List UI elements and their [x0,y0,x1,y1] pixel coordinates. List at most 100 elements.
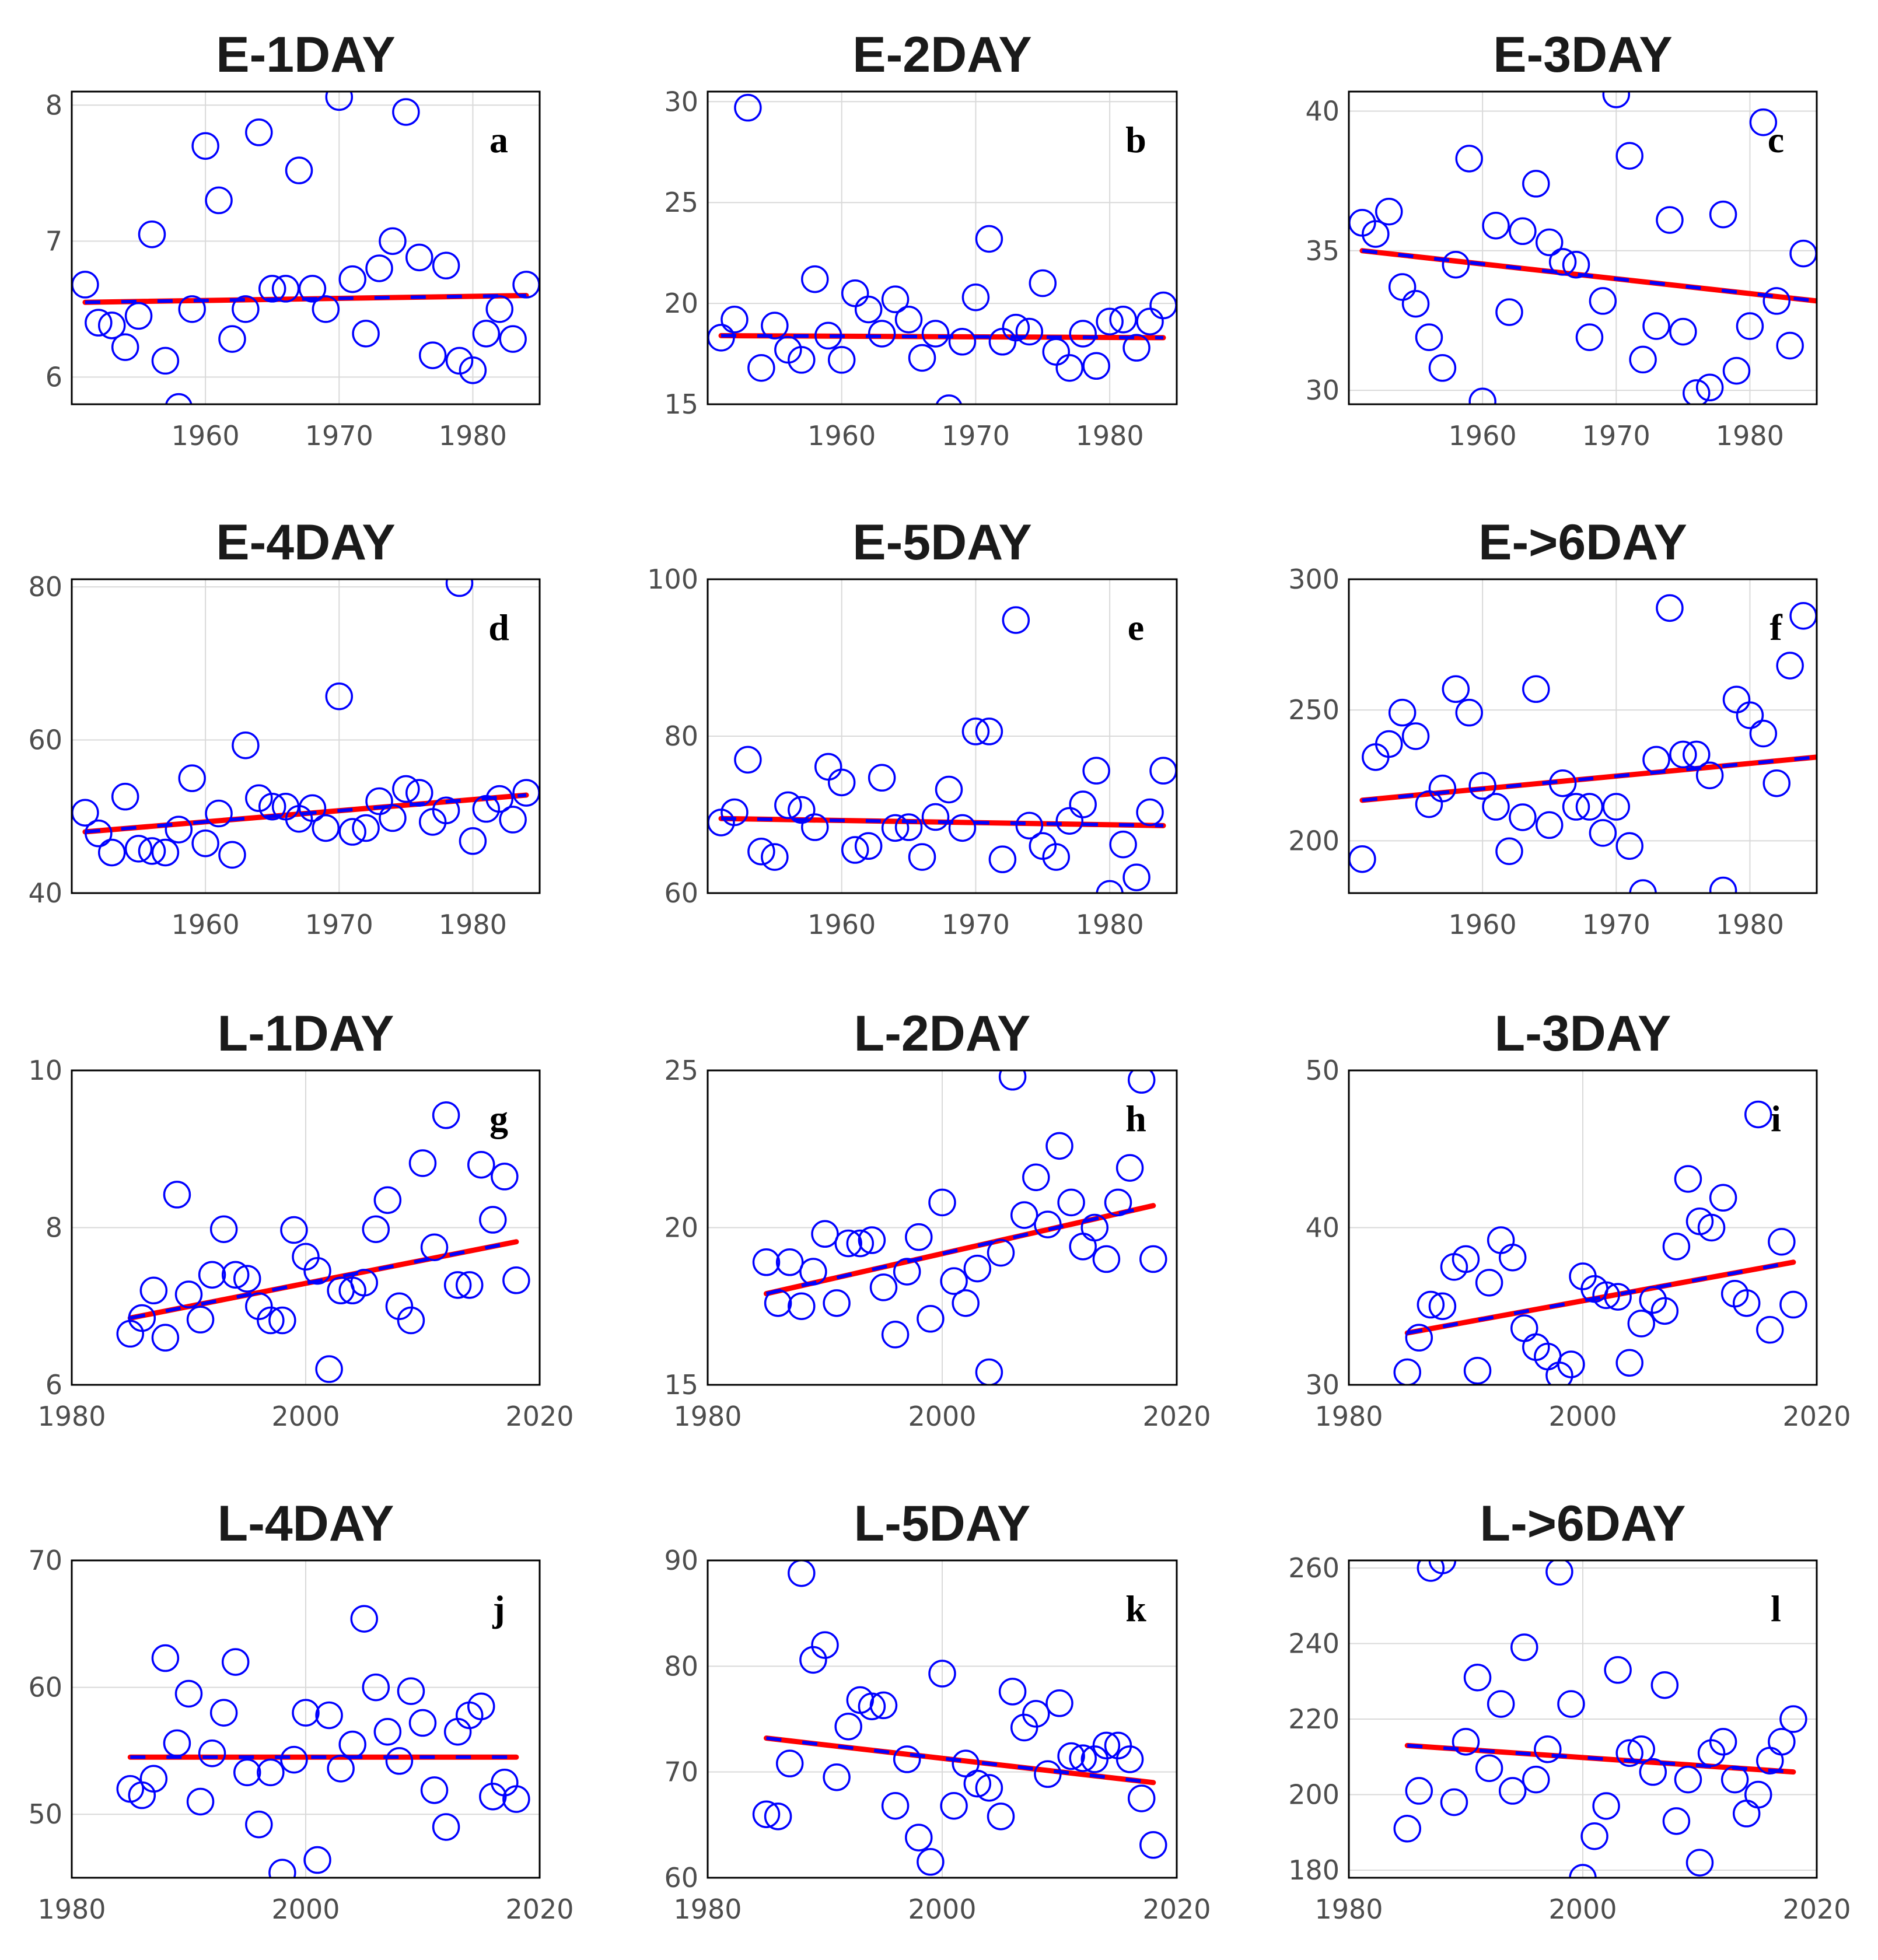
data-point [948,328,977,356]
y-tick-label: 80 [664,1650,698,1682]
data-point [1428,354,1457,382]
data-point [881,1321,910,1349]
y-tick-label: 6 [46,1369,62,1401]
data-point [459,827,487,855]
data-point [405,243,433,272]
data-point [257,1758,285,1787]
panel-letter: d [488,607,509,648]
data-point [1768,1728,1796,1756]
data-point [858,1226,886,1254]
data-point [138,220,166,249]
data-point [292,1699,320,1727]
data-point [1042,843,1071,871]
data-point [1010,1201,1038,1229]
y-tick-label: 70 [664,1756,698,1788]
data-point [178,295,206,323]
data-point [1115,1745,1144,1773]
plot-area [708,93,1177,404]
data-point [940,1791,968,1820]
x-tick-label: 1980 [439,420,507,452]
panel-letter: k [1125,1588,1146,1629]
data-point [1495,298,1523,326]
data-point [221,1261,250,1289]
y-tick-label: 15 [664,388,698,420]
data-point [1736,701,1764,729]
data-point [165,393,193,404]
panel-k: 1980 2000 2020 60 70 80 90 L-5DAY k [664,1496,1211,1925]
data-point [163,1729,191,1758]
data-point [268,1859,296,1878]
y-tick-label: 10 [28,1055,62,1086]
panel-letter: g [489,1098,508,1139]
x-tick-label: 2000 [1548,1894,1617,1925]
data-point [1452,1245,1480,1273]
trend-line-blue [1407,1744,1794,1774]
data-point [174,1679,203,1708]
data-point [1662,1233,1691,1261]
data-point [245,1810,273,1839]
data-point [138,837,166,865]
data-point [467,1150,495,1179]
plot-area [72,92,540,404]
data-point [1627,1735,1655,1763]
data-point [362,1673,390,1702]
data-point [998,1070,1027,1091]
x-tick-label: 2020 [1782,1894,1851,1925]
data-point [1463,1356,1492,1385]
x-tick-label: 2020 [505,1894,573,1925]
data-point [467,1692,495,1720]
data-point [1629,345,1657,374]
data-point [233,1758,261,1787]
data-point [1604,1656,1632,1684]
data-point [1475,1754,1503,1782]
y-tick-label: 40 [1305,96,1340,127]
data-point [1495,837,1523,866]
y-tick-label: 300 [1288,564,1340,595]
data-point [1779,1290,1807,1319]
data-point [1709,1728,1737,1756]
y-tick-label: 200 [1288,1779,1340,1811]
data-point [868,764,896,792]
x-tick-label: 1970 [305,420,373,452]
y-tick-label: 50 [28,1798,62,1830]
panel-letter: c [1768,119,1784,160]
data-point [445,579,474,597]
y-tick-label: 70 [28,1545,62,1576]
data-point [1022,1163,1050,1192]
data-point [734,746,762,774]
data-point [1789,602,1817,630]
data-point [1015,811,1044,840]
y-tick-label: 8 [46,1212,62,1244]
panel-title: E-3DAY [1493,27,1673,83]
data-point [761,312,789,340]
data-point [499,806,527,834]
data-point [881,814,910,842]
axes-frame [71,90,541,405]
data-point [432,251,460,280]
y-tick-label: 40 [28,877,62,909]
plot-area [1393,1560,1807,1878]
data-point [280,1745,308,1774]
data-point [1736,312,1764,340]
data-point [1627,1310,1655,1338]
data-point [1055,354,1083,382]
data-point [721,306,749,334]
data-point [1509,803,1537,831]
data-point [893,1258,921,1286]
data-point [1589,819,1617,847]
data-point [917,1848,945,1876]
data-point [218,325,246,353]
data-point [761,843,789,871]
axes-frame [71,578,541,894]
data-point [1034,1210,1062,1238]
panel-g: 1980 2000 2020 6 8 10 L-1DAY g [28,1006,573,1432]
y-tick-label: 20 [664,288,698,319]
data-point [455,1701,484,1730]
trend-line-blue [1362,249,1817,303]
data-point [1589,287,1617,315]
data-point [1428,774,1457,803]
data-point [1022,1700,1050,1728]
data-point [1732,1800,1761,1828]
data-point [397,1677,425,1705]
data-point [1104,1188,1132,1217]
